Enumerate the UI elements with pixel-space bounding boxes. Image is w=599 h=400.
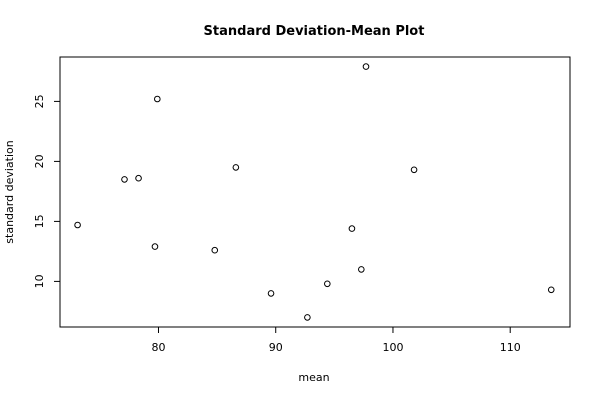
y-tick-label: 20 xyxy=(33,154,46,168)
y-axis: 10 15 20 25 xyxy=(33,94,61,288)
data-point xyxy=(154,95,161,103)
data-point xyxy=(211,246,219,254)
data-point xyxy=(324,280,331,288)
data-points xyxy=(74,63,555,321)
x-tick-label: 80 xyxy=(151,341,165,354)
y-axis-label: standard deviation xyxy=(3,140,16,243)
data-point xyxy=(410,166,418,174)
data-point xyxy=(74,221,81,229)
x-axis-label: mean xyxy=(298,371,329,384)
data-point xyxy=(267,290,275,297)
data-point xyxy=(362,63,370,70)
x-tick-label: 100 xyxy=(382,341,403,354)
data-point xyxy=(304,314,311,321)
y-tick-label: 15 xyxy=(33,214,46,228)
data-point xyxy=(121,176,128,183)
data-point xyxy=(547,286,555,294)
chart-title: Standard Deviation-Mean Plot xyxy=(204,24,425,39)
data-point xyxy=(135,174,142,182)
x-tick-label: 110 xyxy=(500,341,521,354)
data-point xyxy=(232,164,240,171)
data-point xyxy=(358,266,365,273)
y-tick-label: 25 xyxy=(33,94,46,108)
data-point xyxy=(151,243,159,250)
x-tick-label: 90 xyxy=(269,341,283,354)
y-tick-label: 10 xyxy=(33,274,46,288)
x-axis: 80 90 100 110 xyxy=(151,326,521,354)
data-point xyxy=(348,225,356,232)
